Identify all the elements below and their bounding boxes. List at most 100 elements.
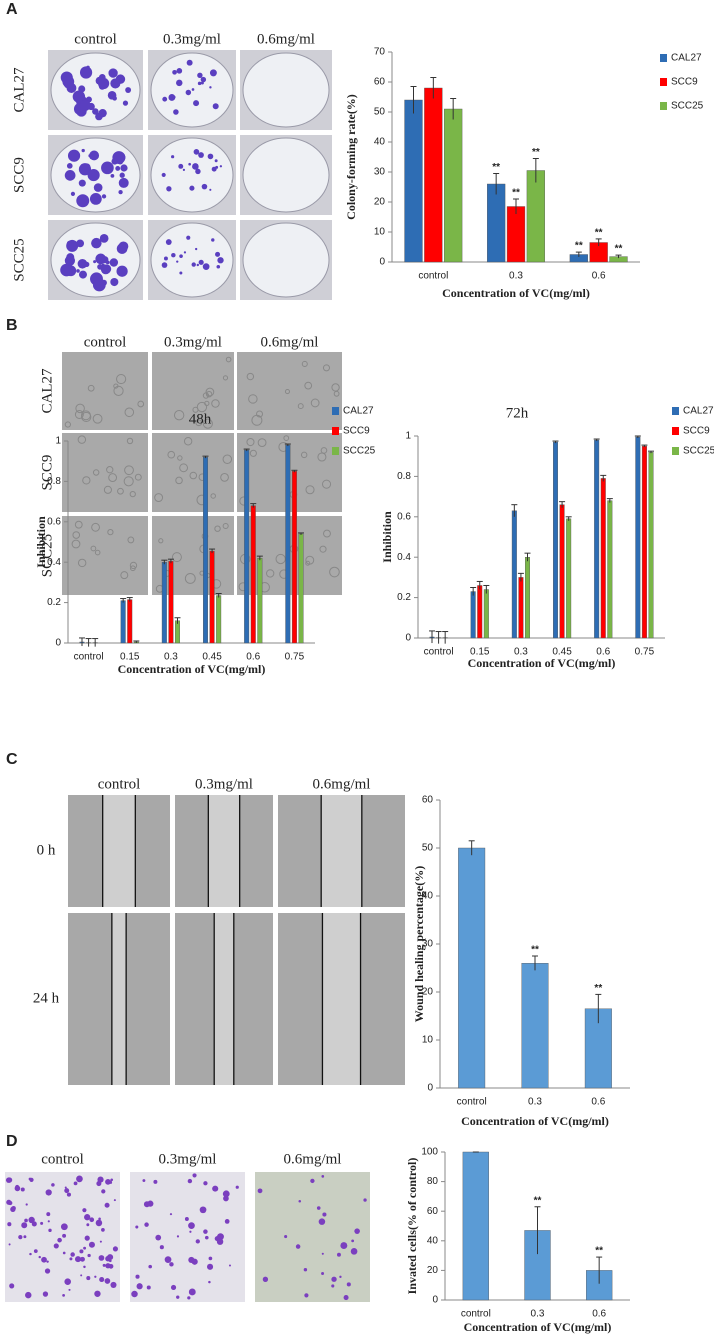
colony <box>191 88 195 91</box>
x-tick-label: 0.15 <box>120 652 140 663</box>
cell <box>167 450 176 459</box>
colony <box>119 172 125 178</box>
panel-label: D <box>6 1133 18 1150</box>
cell <box>217 1233 224 1241</box>
cell <box>120 571 129 580</box>
bar <box>521 963 549 1089</box>
cell <box>188 1288 196 1296</box>
cell <box>77 435 87 444</box>
colony <box>78 85 86 93</box>
colony <box>64 170 76 181</box>
cell <box>96 1181 102 1187</box>
x-tick-label: control <box>424 647 454 658</box>
bar <box>462 1151 489 1301</box>
bar <box>566 518 572 639</box>
colony <box>125 87 132 93</box>
cell <box>191 1258 198 1265</box>
y-tick-label: 50 <box>374 107 386 118</box>
cell <box>108 1180 113 1184</box>
colony <box>176 260 179 263</box>
cell <box>129 561 138 570</box>
cell <box>214 525 221 532</box>
x-tick-label: control <box>461 1309 491 1320</box>
cell <box>146 1285 151 1290</box>
cell <box>70 1252 75 1257</box>
cell <box>298 1200 302 1203</box>
cell <box>169 1262 174 1267</box>
x-tick-label: 0.3 <box>514 647 528 658</box>
cell <box>107 1254 114 1261</box>
legend-swatch <box>332 447 339 455</box>
cell <box>212 1185 219 1192</box>
cell <box>99 1276 105 1283</box>
colony <box>109 258 119 267</box>
y-tick-label: 1 <box>405 431 411 442</box>
bar <box>483 589 489 639</box>
bar <box>209 550 215 644</box>
cell <box>331 1276 337 1282</box>
panel-label: B <box>6 317 18 334</box>
colony <box>91 237 102 249</box>
colony <box>89 154 95 160</box>
colony <box>116 265 128 277</box>
bar <box>648 451 654 639</box>
cell <box>177 455 183 461</box>
colony <box>79 270 87 279</box>
cell <box>46 1212 51 1217</box>
colony <box>211 166 217 172</box>
cell <box>188 1222 195 1230</box>
cell <box>23 1235 27 1239</box>
colony <box>209 188 212 191</box>
colony <box>122 100 129 106</box>
cell <box>75 403 85 414</box>
cell <box>86 1276 91 1281</box>
bar <box>559 504 565 639</box>
colony <box>182 168 186 172</box>
colony <box>189 185 195 191</box>
colony <box>179 254 183 258</box>
cell <box>203 1229 208 1234</box>
colony <box>214 159 218 163</box>
cell <box>104 1278 111 1284</box>
colony <box>191 262 196 267</box>
colony <box>207 153 214 160</box>
colony <box>72 90 86 103</box>
cell <box>11 1206 16 1211</box>
y-tick-label: 0.6 <box>47 516 61 527</box>
cell <box>99 1240 102 1243</box>
x-tick-label: control <box>74 652 104 663</box>
column-label: 0.6mg/ml <box>284 1151 342 1167</box>
y-axis-label: Inhibition <box>34 516 48 568</box>
bar <box>458 847 486 1089</box>
colony <box>188 162 191 166</box>
colony <box>209 69 217 77</box>
bar <box>487 183 506 263</box>
legend-label: CAL27 <box>671 53 702 64</box>
colony <box>97 264 103 270</box>
scratch <box>214 913 234 1085</box>
colony <box>101 161 114 175</box>
cell <box>179 463 189 473</box>
colony <box>79 99 91 111</box>
cell <box>184 572 196 584</box>
cell <box>305 560 311 566</box>
column-label: 0.3mg/ml <box>195 776 253 792</box>
bar <box>216 595 222 644</box>
cell <box>320 447 328 454</box>
row-label: SCC9 <box>39 455 55 491</box>
colony <box>176 68 183 74</box>
cell <box>29 1252 32 1256</box>
cell <box>257 438 267 448</box>
bar <box>525 557 530 639</box>
y-tick-label: 20 <box>427 1265 439 1276</box>
cell <box>64 1186 67 1189</box>
column-label: control <box>41 1151 84 1167</box>
x-tick-label: 0.3 <box>531 1309 545 1320</box>
significance: ** <box>512 188 520 199</box>
cell <box>51 1183 55 1187</box>
significance: ** <box>534 1195 542 1206</box>
scratch <box>111 913 127 1085</box>
cell <box>220 473 229 482</box>
cell <box>80 1274 83 1277</box>
